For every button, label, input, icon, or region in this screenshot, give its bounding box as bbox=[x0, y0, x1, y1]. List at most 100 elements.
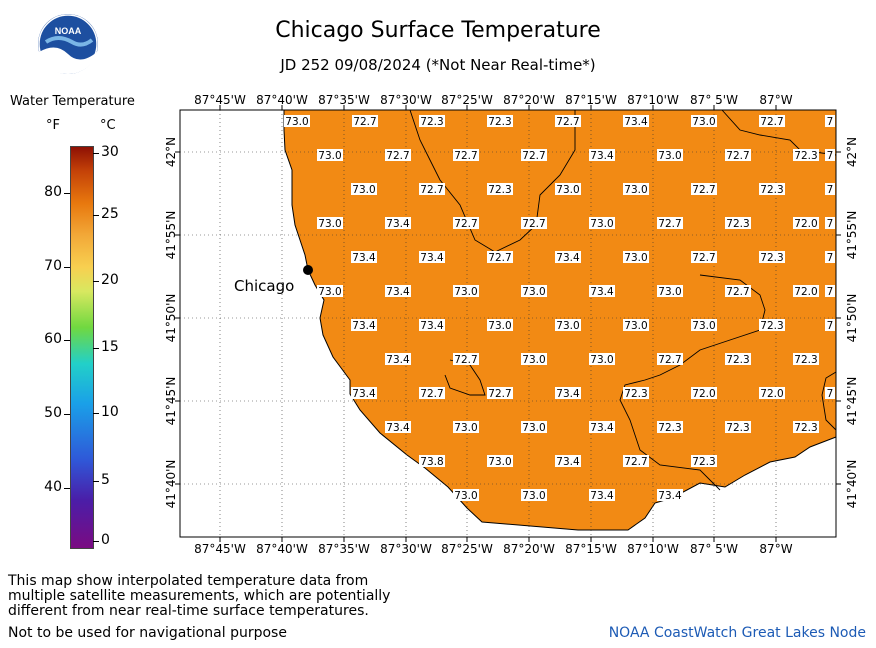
temperature-label-box bbox=[555, 251, 581, 263]
temperature-label-box bbox=[555, 387, 581, 399]
temperature-label-box bbox=[793, 149, 819, 161]
temperature-label-box bbox=[793, 285, 819, 297]
temperature-label-box bbox=[487, 183, 513, 195]
latitude-label-left: 42°N bbox=[164, 137, 178, 167]
temperature-value: 73.0 bbox=[488, 320, 511, 332]
longitude-label-bottom: 87°35'W bbox=[318, 542, 370, 556]
temperature-label-box bbox=[793, 217, 819, 229]
temperature-value: 73.4 bbox=[590, 490, 614, 502]
temperature-label-box bbox=[521, 217, 547, 229]
temperature-label-box bbox=[825, 319, 835, 331]
credit-link[interactable]: NOAA CoastWatch Great Lakes Node bbox=[608, 625, 866, 641]
temperature-label-box bbox=[657, 421, 683, 433]
temperature-label-box bbox=[385, 421, 411, 433]
temperature-value: 72.7 bbox=[760, 116, 783, 128]
temperature-label-box bbox=[725, 217, 751, 229]
latitude-label-right: 41°40'N bbox=[845, 460, 859, 509]
temperature-value: 72.7 bbox=[488, 388, 511, 400]
temperature-value: 72.7 bbox=[556, 116, 579, 128]
page-title: Chicago Surface Temperature bbox=[275, 18, 601, 43]
temperature-label-box bbox=[657, 489, 683, 501]
longitude-label-top: 87°45'W bbox=[194, 93, 246, 107]
temperature-value: 72.7 bbox=[522, 150, 545, 162]
celsius-tick bbox=[93, 281, 99, 282]
temperature-value: 73.4 bbox=[352, 320, 376, 332]
temperature-label-box bbox=[385, 149, 411, 161]
longitude-label-bottom: 87°45'W bbox=[194, 542, 246, 556]
temperature-value: 72.7 bbox=[692, 252, 715, 264]
temperature-value: 73.0 bbox=[454, 422, 477, 434]
temperature-value: 72.7 bbox=[658, 354, 681, 366]
celsius-tick bbox=[93, 481, 99, 482]
celsius-tick bbox=[93, 413, 99, 414]
temperature-colorbar bbox=[70, 146, 94, 549]
temperature-value: 73.4 bbox=[386, 422, 410, 434]
longitude-label-top: 87°10'W bbox=[627, 93, 679, 107]
temperature-label-box bbox=[521, 489, 547, 501]
temperature-value: 72.3 bbox=[488, 184, 511, 196]
temperature-label-box bbox=[725, 285, 751, 297]
temperature-label-box bbox=[825, 183, 835, 195]
temperature-label-box bbox=[555, 115, 581, 127]
temperature-label-box bbox=[623, 319, 649, 331]
temperature-label-box bbox=[284, 115, 310, 127]
celsius-tick-label: 10 bbox=[101, 404, 119, 420]
temperature-label-box bbox=[725, 149, 751, 161]
temperature-label-box bbox=[419, 183, 445, 195]
temperature-label-box bbox=[759, 115, 785, 127]
temperature-value: 72.7 bbox=[726, 286, 749, 298]
temperature-label-box bbox=[623, 455, 649, 467]
celsius-tick bbox=[93, 541, 99, 542]
temperature-value: 72.0 bbox=[692, 388, 715, 400]
temperature-value: 72.7 bbox=[692, 184, 715, 196]
longitude-label-top: 87°W bbox=[759, 93, 792, 107]
longitude-label-top: 87°40'W bbox=[256, 93, 308, 107]
temperature-label-box bbox=[623, 387, 649, 399]
temperature-value: 73.8 bbox=[420, 456, 443, 468]
temperature-value: 72.3 bbox=[420, 116, 443, 128]
temperature-value: 72.3 bbox=[658, 422, 681, 434]
isotherm-contour bbox=[821, 371, 837, 431]
celsius-tick-label: 30 bbox=[101, 144, 119, 160]
temperature-value: 73.4 bbox=[352, 388, 376, 400]
temperature-value: 7 bbox=[827, 116, 834, 128]
latitude-label-left: 41°50'N bbox=[164, 294, 178, 343]
temperature-value: 72.3 bbox=[726, 422, 749, 434]
longitude-label-top: 87°35'W bbox=[318, 93, 370, 107]
temperature-value: 73.0 bbox=[454, 286, 477, 298]
longitude-label-bottom: 87°W bbox=[759, 542, 792, 556]
temperature-value: 73.4 bbox=[556, 388, 580, 400]
temperature-value: 73.4 bbox=[386, 354, 410, 366]
note-line-2: multiple satellite measurements, which a… bbox=[8, 588, 391, 604]
latitude-label-left: 41°40'N bbox=[164, 460, 178, 509]
fahrenheit-tick bbox=[64, 340, 70, 341]
temperature-value: 72.3 bbox=[794, 354, 817, 366]
temperature-value: 73.0 bbox=[318, 218, 341, 230]
temperature-label-box bbox=[825, 149, 835, 161]
latitude-label-right: 41°50'N bbox=[845, 294, 859, 343]
temperature-value: 72.0 bbox=[794, 286, 817, 298]
latitude-label-right: 41°55'N bbox=[845, 211, 859, 260]
temperature-label-box bbox=[317, 217, 343, 229]
temperature-label-box bbox=[657, 149, 683, 161]
temperature-value: 72.3 bbox=[726, 354, 749, 366]
temperature-label-box bbox=[351, 183, 377, 195]
temperature-label-box bbox=[825, 115, 835, 127]
celsius-tick-label: 5 bbox=[101, 472, 110, 488]
temperature-label-box bbox=[453, 217, 479, 229]
fahrenheit-tick-label: 40 bbox=[44, 479, 62, 495]
temperature-label-box bbox=[352, 115, 378, 127]
temperature-value: 72.3 bbox=[692, 456, 715, 468]
temperature-label-box bbox=[759, 183, 785, 195]
celsius-tick-label: 15 bbox=[101, 339, 119, 355]
temperature-label-box bbox=[691, 319, 717, 331]
temperature-label-box bbox=[453, 353, 479, 365]
temperature-value: 72.7 bbox=[353, 116, 376, 128]
temperature-label-box bbox=[657, 353, 683, 365]
temperature-value: 73.0 bbox=[556, 320, 579, 332]
temperature-value: 73.4 bbox=[556, 252, 580, 264]
longitude-label-bottom: 87°30'W bbox=[380, 542, 432, 556]
temperature-value: 72.3 bbox=[726, 218, 749, 230]
temperature-label-box bbox=[351, 319, 377, 331]
temperature-label-box bbox=[589, 353, 615, 365]
